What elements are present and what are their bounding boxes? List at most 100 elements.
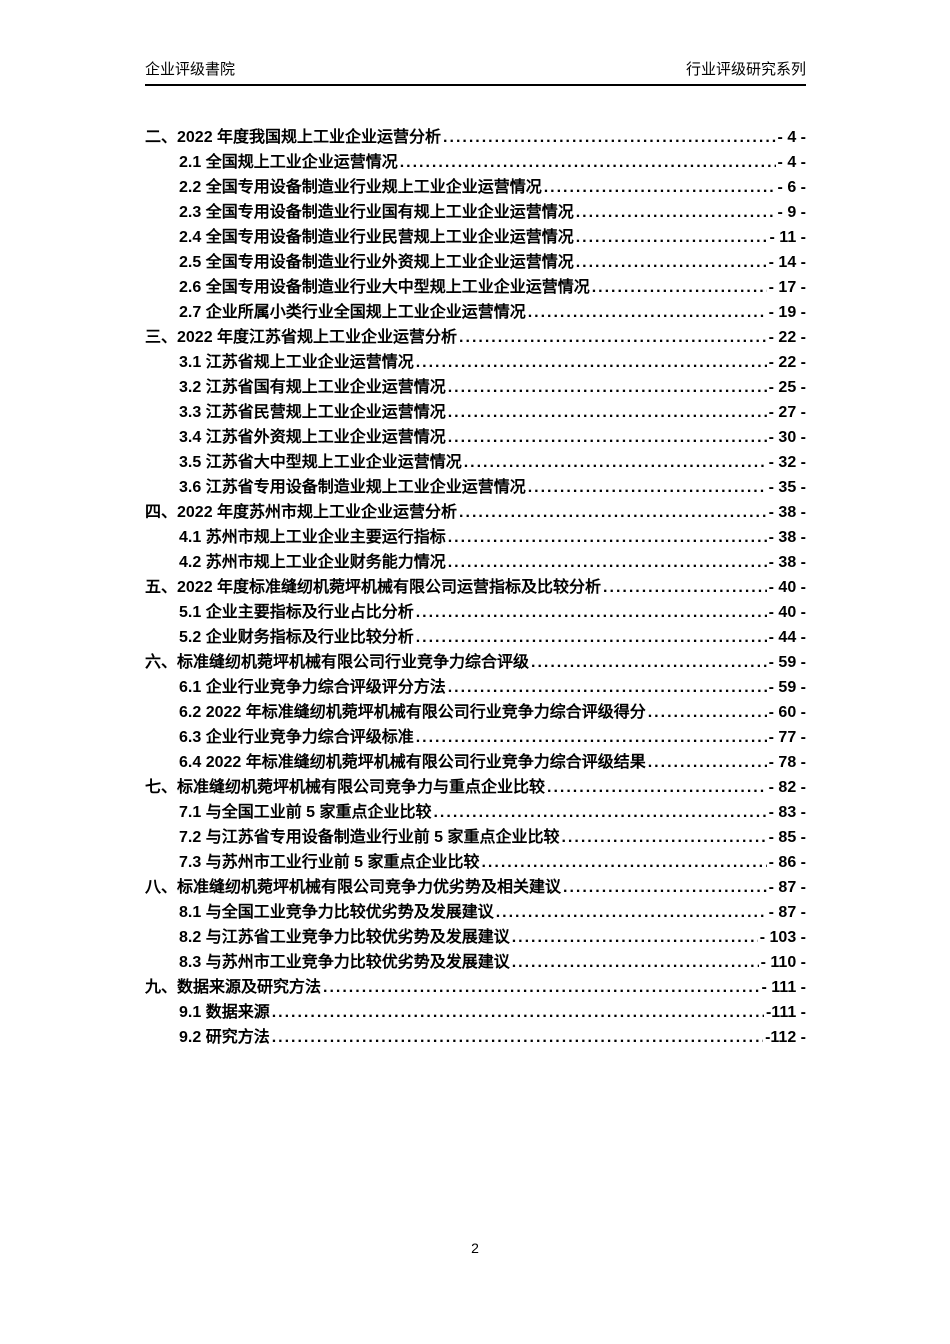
toc-entry[interactable]: 9.2 研究方法................................… [145, 1025, 806, 1050]
toc-entry-label: 6.4 2022 年标准缝纫机菀坪机械有限公司行业竞争力综合评级结果 [179, 754, 646, 771]
toc-page-number: - 11 - [769, 229, 806, 246]
toc-page-number: - 110 - [760, 954, 806, 971]
toc-entry[interactable]: 2.6 全国专用设备制造业行业大中型规上工业企业运营情况............… [145, 275, 806, 300]
toc-entry-label: 7.3 与苏州市工业行业前 5 家重点企业比较 [179, 854, 480, 871]
toc-entry[interactable]: 3.6 江苏省专用设备制造业规上工业企业运营情况................… [145, 475, 806, 500]
toc-entry[interactable]: 四、2022 年度苏州市规上工业企业运营分析..................… [145, 500, 806, 525]
toc-entry-label: 8.2 与江苏省工业竞争力比较优劣势及发展建议 [179, 929, 510, 946]
toc-leader-dots: ........................................… [447, 404, 767, 421]
toc-entry-label: 2.5 全国专用设备制造业行业外资规上工业企业运营情况 [179, 254, 574, 271]
toc-entry[interactable]: 2.3 全国专用设备制造业行业国有规上工业企业运营情况.............… [145, 200, 806, 225]
toc-page-number: - 32 - [768, 454, 806, 471]
toc-entry[interactable]: 8.2 与江苏省工业竞争力比较优劣势及发展建议.................… [145, 925, 806, 950]
toc-entry[interactable]: 7.2 与江苏省专用设备制造业行业前 5 家重点企业比较............… [145, 825, 806, 850]
toc-entry-label: 6.3 企业行业竞争力综合评级标准 [179, 729, 414, 746]
toc-page-number: - 40 - [768, 579, 806, 596]
toc-entry[interactable]: 3.3 江苏省民营规上工业企业运营情况.....................… [145, 400, 806, 425]
toc-entry-label: 九、数据来源及研究方法 [145, 979, 322, 996]
toc-entry[interactable]: 8.1 与全国工业竞争力比较优劣势及发展建议..................… [145, 900, 806, 925]
toc-entry-label: 五、2022 年度标准缝纫机菀坪机械有限公司运营指标及比较分析 [145, 579, 602, 596]
toc-entry-label: 3.6 江苏省专用设备制造业规上工业企业运营情况 [179, 479, 526, 496]
toc-entry[interactable]: 5.2 企业财务指标及行业比较分析.......................… [145, 625, 806, 650]
toc-entry[interactable]: 3.4 江苏省外资规上工业企业运营情况.....................… [145, 425, 806, 450]
toc-entry-label: 5.2 企业财务指标及行业比较分析 [179, 629, 414, 646]
toc-page-number: - 38 - [768, 504, 806, 521]
toc-leader-dots: ........................................… [511, 929, 758, 946]
toc-page-number: - 38 - [768, 529, 806, 546]
page-header: 企业评级書院 行业评级研究系列 [145, 58, 806, 86]
toc-leader-dots: ........................................… [603, 579, 767, 596]
toc-entry[interactable]: 六、标准缝纫机菀坪机械有限公司行业竞争力综合评级................… [145, 650, 806, 675]
toc-entry[interactable]: 九、数据来源及研究方法.............................… [145, 975, 806, 1000]
toc-leader-dots: ........................................… [323, 979, 760, 996]
toc-leader-dots: ........................................… [531, 654, 767, 671]
toc-entry[interactable]: 七、标准缝纫机菀坪机械有限公司竞争力与重点企业比较...............… [145, 775, 806, 800]
toc-leader-dots: ........................................… [399, 154, 776, 171]
toc-page-number: - 17 - [768, 279, 806, 296]
toc-page-number: -111 - [765, 1004, 806, 1021]
toc-entry[interactable]: 5.1 企业主要指标及行业占比分析.......................… [145, 600, 806, 625]
toc-leader-dots: ........................................… [511, 954, 759, 971]
toc-entry[interactable]: 3.1 江苏省规上工业企业运营情况.......................… [145, 350, 806, 375]
toc-entry-label: 2.6 全国专用设备制造业行业大中型规上工业企业运营情况 [179, 279, 590, 296]
toc-entry-label: 3.3 江苏省民营规上工业企业运营情况 [179, 404, 446, 421]
toc-entry[interactable]: 7.3 与苏州市工业行业前 5 家重点企业比较.................… [145, 850, 806, 875]
toc-page-number: - 38 - [768, 554, 806, 571]
toc-page-number: - 22 - [768, 354, 806, 371]
toc-page-number: - 111 - [761, 979, 806, 996]
toc-leader-dots: ........................................… [561, 829, 767, 846]
toc-entry[interactable]: 2.5 全国专用设备制造业行业外资规上工业企业运营情况.............… [145, 250, 806, 275]
toc-entry[interactable]: 4.1 苏州市规上工业企业主要运行指标.....................… [145, 525, 806, 550]
toc-entry[interactable]: 4.2 苏州市规上工业企业财务能力情况.....................… [145, 550, 806, 575]
toc-entry-label: 9.2 研究方法 [179, 1029, 270, 1046]
toc-entry[interactable]: 6.1 企业行业竞争力综合评级评分方法.....................… [145, 675, 806, 700]
toc-entry-label: 3.1 江苏省规上工业企业运营情况 [179, 354, 414, 371]
toc-page-number: - 25 - [768, 379, 806, 396]
toc-leader-dots: ........................................… [433, 804, 767, 821]
toc-page-number: - 87 - [768, 879, 806, 896]
toc-entry[interactable]: 2.7 企业所属小类行业全国规上工业企业运营情况................… [145, 300, 806, 325]
toc-entry[interactable]: 3.2 江苏省国有规上工业企业运营情况.....................… [145, 375, 806, 400]
toc-entry-label: 六、标准缝纫机菀坪机械有限公司行业竞争力综合评级 [145, 654, 530, 671]
toc-entry[interactable]: 9.1 数据来源................................… [145, 1000, 806, 1025]
toc-leader-dots: ........................................… [415, 629, 767, 646]
toc-entry[interactable]: 8.3 与苏州市工业竞争力比较优劣势及发展建议.................… [145, 950, 806, 975]
toc-entry[interactable]: 五、2022 年度标准缝纫机菀坪机械有限公司运营指标及比较分析.........… [145, 575, 806, 600]
toc-entry[interactable]: 6.2 2022 年标准缝纫机菀坪机械有限公司行业竞争力综合评级得分......… [145, 700, 806, 725]
toc-leader-dots: ........................................… [647, 754, 767, 771]
toc-page-number: - 85 - [768, 829, 806, 846]
toc-entry[interactable]: 3.5 江苏省大中型规上工业企业运营情况....................… [145, 450, 806, 475]
toc-leader-dots: ........................................… [447, 554, 767, 571]
toc-leader-dots: ........................................… [481, 854, 766, 871]
toc-leader-dots: ........................................… [443, 129, 776, 146]
toc-page-number: - 22 - [768, 329, 806, 346]
toc-leader-dots: ........................................… [575, 229, 768, 246]
toc-entry-label: 8.3 与苏州市工业竞争力比较优劣势及发展建议 [179, 954, 510, 971]
toc-leader-dots: ........................................… [271, 1029, 763, 1046]
toc-entry-label: 7.1 与全国工业前 5 家重点企业比较 [179, 804, 432, 821]
toc-entry[interactable]: 八、标准缝纫机菀坪机械有限公司竞争力优劣势及相关建议..............… [145, 875, 806, 900]
toc-entry[interactable]: 三、2022 年度江苏省规上工业企业运营分析..................… [145, 325, 806, 350]
toc-leader-dots: ........................................… [543, 179, 776, 196]
toc-entry-label: 3.5 江苏省大中型规上工业企业运营情况 [179, 454, 462, 471]
toc-entry-label: 八、标准缝纫机菀坪机械有限公司竞争力优劣势及相关建议 [145, 879, 562, 896]
toc-entry[interactable]: 6.4 2022 年标准缝纫机菀坪机械有限公司行业竞争力综合评级结果......… [145, 750, 806, 775]
toc-entry[interactable]: 2.2 全国专用设备制造业行业规上工业企业运营情况...............… [145, 175, 806, 200]
toc-entry[interactable]: 6.3 企业行业竞争力综合评级标准.......................… [145, 725, 806, 750]
toc-entry[interactable]: 二、2022 年度我国规上工业企业运营分析...................… [145, 125, 806, 150]
toc-entry-label: 3.4 江苏省外资规上工业企业运营情况 [179, 429, 446, 446]
toc-entry-label: 2.3 全国专用设备制造业行业国有规上工业企业运营情况 [179, 204, 574, 221]
toc-page-number: - 83 - [768, 804, 806, 821]
toc-entry[interactable]: 2.4 全国专用设备制造业行业民营规上工业企业运营情况.............… [145, 225, 806, 250]
toc-page-number: - 27 - [768, 404, 806, 421]
toc-entry-label: 6.1 企业行业竞争力综合评级评分方法 [179, 679, 446, 696]
header-right-text: 行业评级研究系列 [685, 61, 806, 78]
toc-entry[interactable]: 7.1 与全国工业前 5 家重点企业比较....................… [145, 800, 806, 825]
toc-entry-label: 7.2 与江苏省专用设备制造业行业前 5 家重点企业比较 [179, 829, 560, 846]
toc-page-number: - 9 - [777, 204, 806, 221]
toc-entry-label: 5.1 企业主要指标及行业占比分析 [179, 604, 414, 621]
toc-page-number: - 86 - [768, 854, 806, 871]
toc-entry-label: 4.1 苏州市规上工业企业主要运行指标 [179, 529, 446, 546]
toc-leader-dots: ........................................… [575, 204, 776, 221]
toc-entry[interactable]: 2.1 全国规上工业企业运营情况........................… [145, 150, 806, 175]
